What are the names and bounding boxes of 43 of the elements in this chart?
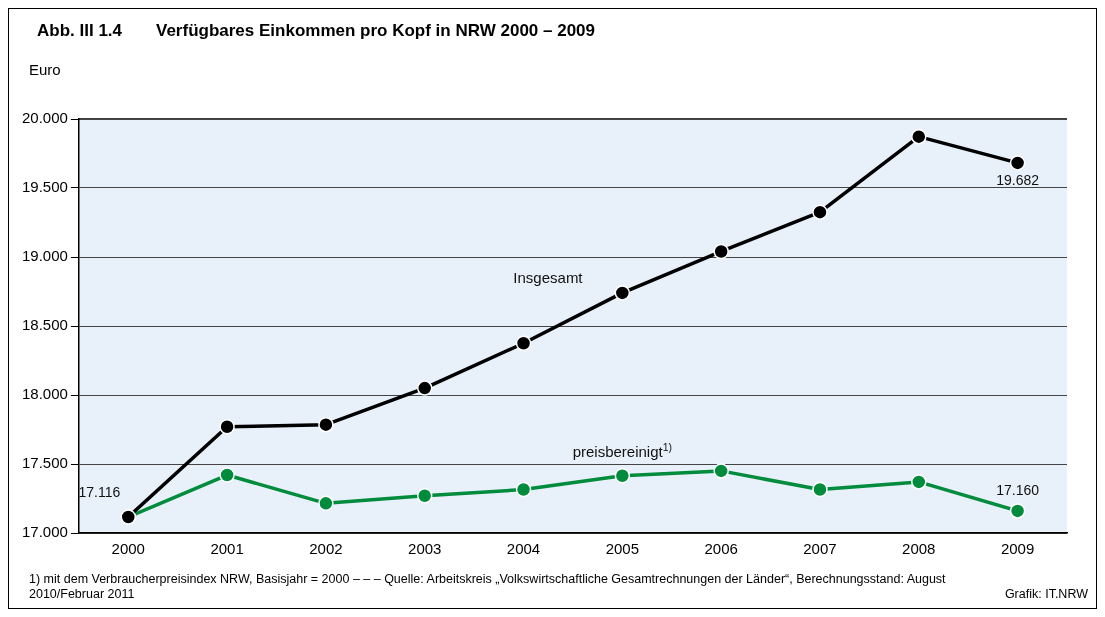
x-tick-label: 2007: [803, 540, 837, 558]
point: [219, 418, 235, 435]
point: [416, 380, 433, 396]
x-tick-label: 2004: [506, 540, 541, 558]
data-label: 17.116: [78, 483, 121, 500]
point: [713, 243, 729, 260]
point: [1009, 503, 1026, 519]
data-label: 19.682: [996, 171, 1040, 188]
point: [318, 495, 334, 512]
chart-title: Abb. III 1.4 Verfügbares Einkommen pro Kopf in NRW 2000 – 2009: [37, 21, 596, 41]
point: [812, 481, 828, 498]
data-label: 17.160: [996, 481, 1040, 498]
point: [812, 204, 828, 220]
point: [416, 487, 433, 504]
y-tick-label: 20.000: [21, 109, 68, 127]
x-tick-label: 2005: [605, 540, 640, 558]
x-tick-label: 2008: [902, 540, 936, 558]
x-tick-label: 2003: [408, 540, 442, 558]
series-label: Insgesamt: [513, 268, 584, 286]
y-tick-label: 18.500: [21, 316, 68, 334]
point: [713, 463, 729, 479]
x-tick-label: 2002: [309, 540, 343, 558]
point: [515, 335, 532, 351]
point: [614, 285, 631, 301]
x-tick-label: 2000: [111, 540, 145, 558]
point: [515, 481, 532, 498]
x-tick-label: 2009: [1000, 540, 1035, 558]
x-tick-label: 2006: [704, 540, 738, 558]
y-tick-label: 18.000: [21, 385, 68, 403]
point: [911, 128, 927, 145]
x-tick-label: 2001: [210, 540, 244, 558]
text: Grafik: IT.NRW: [1004, 587, 1088, 601]
point: [911, 474, 927, 490]
y-tick-label: 17.500: [21, 454, 68, 472]
point: [614, 467, 631, 484]
text: 1) mit dem Verbraucherpreisindex NRW, Basisjahr = 2000 – – – Quelle: Arbeitskreis „Volkswirtschaftliche Gesamtrechnungen der Länder“, Berechnungsstand: August 2010/Februar 2011: [29, 572, 947, 602]
y-tick-label: 17.000: [21, 523, 68, 541]
point: [1009, 155, 1026, 171]
y-tick-label: 19.500: [21, 178, 68, 196]
point: [219, 467, 235, 483]
point: [318, 416, 334, 433]
y-axis-title: Euro: [29, 61, 61, 78]
y-tick-label: 19.000: [21, 247, 68, 265]
